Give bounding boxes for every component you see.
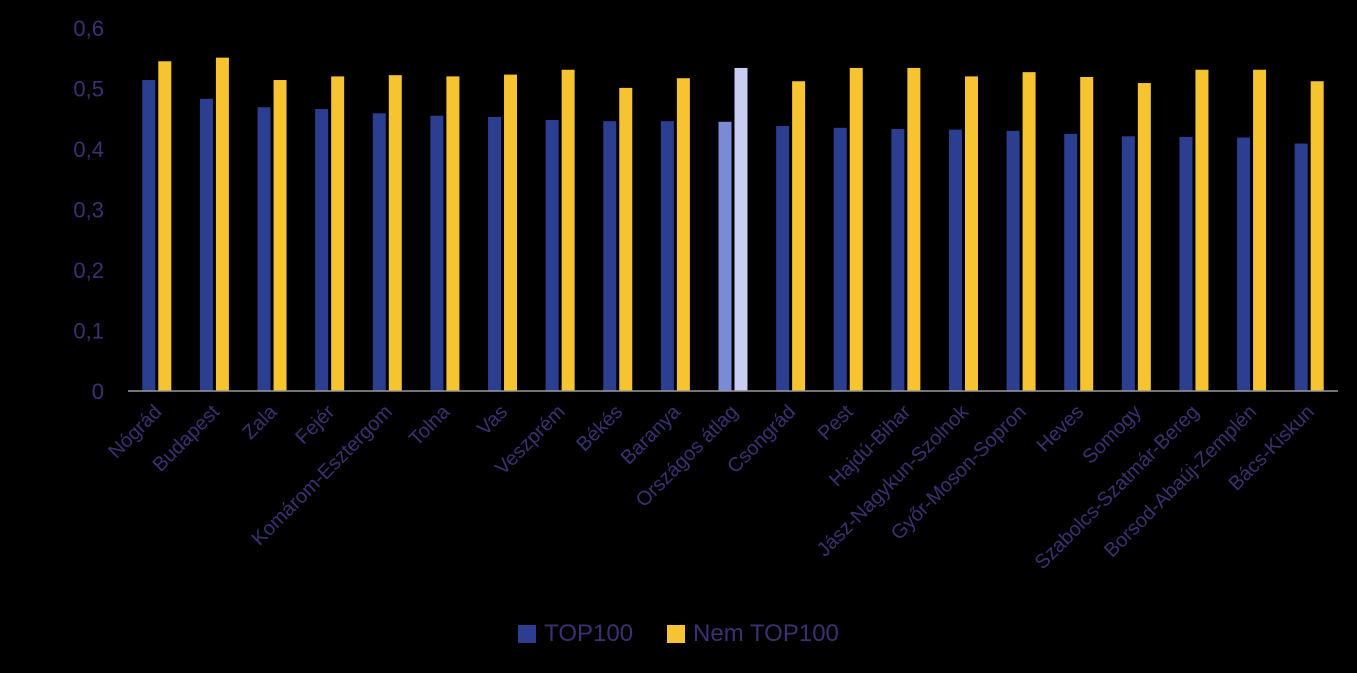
x-category-label: Országos átlag (632, 401, 743, 512)
bar-top100 (660, 121, 674, 392)
bar-top100 (545, 119, 559, 392)
y-tick-label: 0,2 (73, 258, 104, 283)
y-tick-label: 0,6 (73, 16, 104, 41)
bar-nem-top100 (792, 81, 806, 392)
bar-top100 (1294, 143, 1308, 391)
x-category-label: Tolna (405, 400, 455, 450)
bar-nem-top100 (676, 78, 690, 391)
y-tick-label: 0,3 (73, 198, 104, 223)
bar-top100 (603, 121, 617, 392)
bar-top100 (1121, 136, 1135, 391)
bar-nem-top100 (1310, 81, 1324, 392)
x-category-label: Fejér (291, 401, 339, 449)
bar-nem-top100 (619, 87, 633, 392)
x-category-label: Vas (473, 401, 512, 440)
legend: TOP100 Nem TOP100 (0, 620, 1357, 648)
bar-nem-top100 (561, 69, 575, 392)
bar-top100 (891, 129, 905, 391)
y-tick-label: 0,1 (73, 319, 104, 344)
bars (142, 57, 1324, 392)
x-category-label: Zala (239, 400, 283, 444)
bar-top100 (718, 121, 732, 392)
bar-top100 (1237, 137, 1251, 391)
bar-top100 (948, 129, 962, 391)
bar-top100 (257, 107, 271, 391)
bar-nem-top100 (446, 76, 460, 392)
bar-top100 (776, 126, 790, 391)
bar-nem-top100 (1253, 69, 1267, 392)
bar-nem-top100 (1022, 72, 1036, 391)
x-category-label: Békés (572, 401, 627, 456)
y-axis: 0 0,1 0,2 0,3 0,4 0,5 0,6 (73, 16, 104, 404)
legend-swatch-nem-top100 (667, 625, 686, 643)
legend-item-nem-top100: Nem TOP100 (667, 620, 839, 648)
y-tick-label: 0,5 (73, 77, 104, 102)
bar-top100 (142, 80, 156, 391)
bar-nem-top100 (1080, 77, 1094, 391)
y-tick-label: 0 (92, 379, 104, 404)
bar-nem-top100 (331, 76, 345, 392)
bar-top100 (488, 116, 502, 391)
bar-top100 (1179, 136, 1193, 391)
legend-swatch-top100 (518, 625, 537, 643)
x-category-label: Pest (814, 401, 858, 445)
bar-nem-top100 (849, 67, 863, 392)
x-category-label: Heves (1033, 401, 1089, 457)
bar-nem-top100 (734, 67, 748, 392)
bar-top100 (833, 127, 847, 391)
bar-nem-top100 (1195, 69, 1209, 392)
bar-nem-top100 (907, 67, 921, 392)
bar-top100 (1006, 130, 1020, 391)
bar-nem-top100 (1137, 83, 1151, 392)
bar-nem-top100 (964, 76, 978, 392)
bar-top100 (315, 109, 329, 391)
legend-label-nem-top100: Nem TOP100 (693, 620, 839, 647)
bar-top100 (372, 113, 386, 392)
bar-top100 (199, 98, 213, 391)
y-tick-label: 0,4 (73, 137, 104, 162)
bar-nem-top100 (504, 74, 518, 392)
legend-item-top100: TOP100 (518, 620, 633, 648)
bar-top100 (1064, 133, 1078, 391)
legend-label-top100: TOP100 (544, 620, 634, 647)
bar-nem-top100 (158, 61, 172, 392)
bar-nem-top100 (273, 80, 287, 391)
bar-nem-top100 (215, 57, 229, 392)
bar-nem-top100 (388, 75, 402, 391)
bar-top100 (430, 115, 444, 391)
